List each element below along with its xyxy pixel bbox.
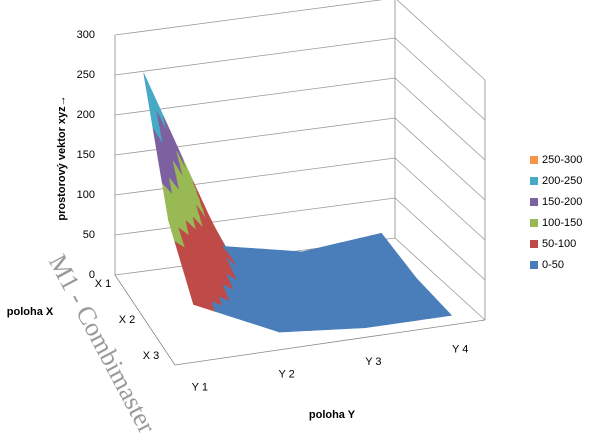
- legend-label: 250-300: [542, 154, 582, 166]
- z-tick-label: 100: [77, 189, 95, 201]
- x-tick-label: X 1: [95, 278, 112, 290]
- legend-label: 200-250: [542, 175, 582, 187]
- z-tick-label: 50: [83, 229, 95, 241]
- legend-swatch: [530, 198, 538, 206]
- legend-label: 100-150: [542, 217, 582, 229]
- legend-swatch: [530, 261, 538, 269]
- surface-cell: [250, 280, 367, 333]
- axis-line: [114, 274, 176, 366]
- legend-swatch: [530, 219, 538, 227]
- legend-label: 0-50: [542, 259, 564, 271]
- z-tick-label: 150: [77, 149, 95, 161]
- y-tick-label: Y 2: [278, 369, 294, 381]
- z-tick-label: 0: [89, 269, 95, 281]
- y-tick-label: Y 3: [365, 356, 381, 368]
- z-axis-label: prostorový vektor xyz→: [56, 95, 68, 220]
- z-tick-label: 200: [77, 109, 95, 121]
- surface-patch: [435, 310, 453, 318]
- x-tick-label: X 2: [119, 314, 136, 326]
- axis-line: [174, 319, 486, 366]
- x-tick-label: X 3: [143, 350, 160, 362]
- legend-swatch: [530, 156, 538, 164]
- grid-line: [114, 0, 486, 81]
- legend-label: 50-100: [542, 238, 576, 250]
- surface-cell: [143, 72, 252, 282]
- legend-swatch: [530, 240, 538, 248]
- y-tick-label: Y 4: [452, 344, 468, 356]
- legend-swatch: [530, 177, 538, 185]
- surface-cell: [301, 232, 417, 291]
- surface-cell: [333, 277, 453, 329]
- z-tick-label: 250: [77, 69, 95, 81]
- x-axis-label: poloha X: [7, 306, 54, 318]
- legend-label: 150-200: [542, 196, 582, 208]
- y-tick-label: Y 1: [192, 381, 208, 393]
- y-axis-label: poloha Y: [309, 409, 356, 421]
- surface-cell: [222, 246, 335, 291]
- surface-cell: [168, 219, 281, 333]
- z-tick-label: 300: [77, 29, 95, 41]
